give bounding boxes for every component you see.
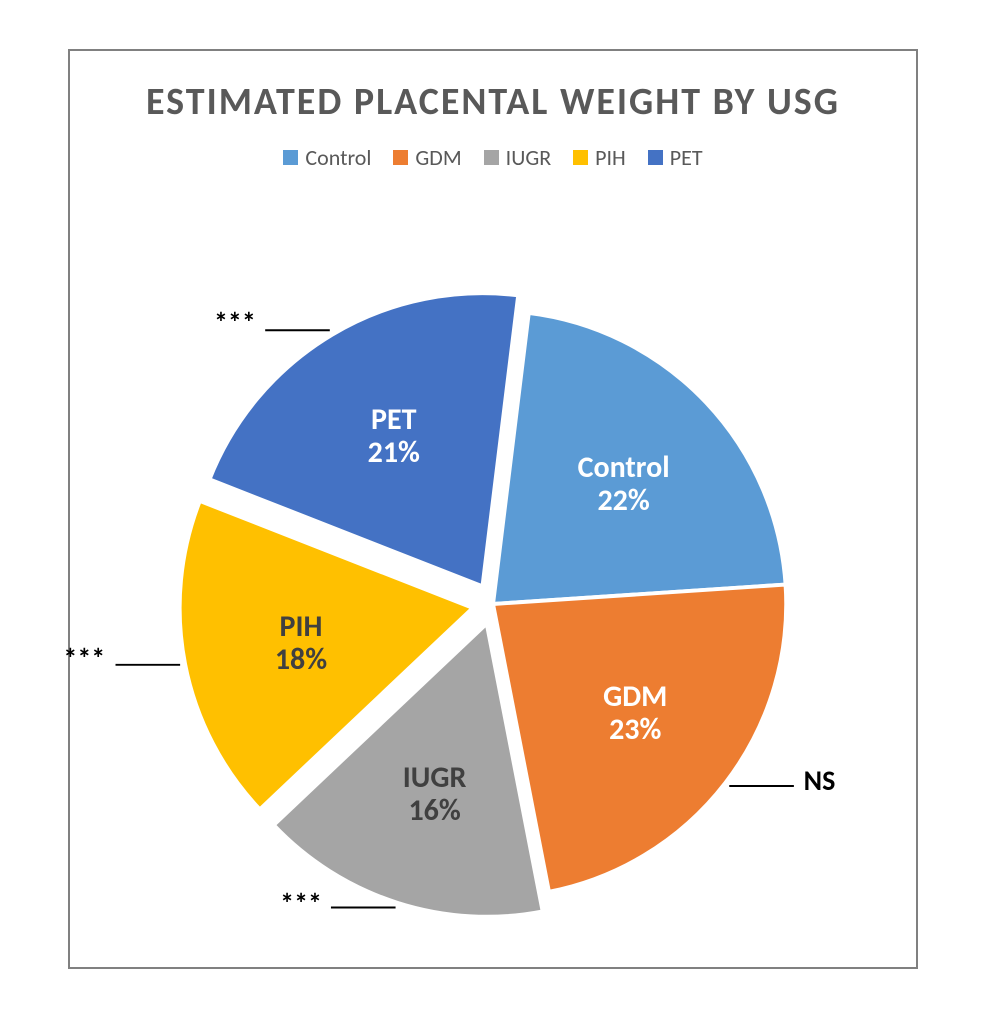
legend-label: IUGR bbox=[506, 144, 551, 171]
legend-item-pet: PET bbox=[648, 144, 703, 171]
legend-item-control: Control bbox=[283, 144, 371, 171]
legend-item-iugr: IUGR bbox=[484, 144, 551, 171]
legend-label: Control bbox=[305, 144, 371, 171]
callout-pet: *** bbox=[214, 305, 256, 340]
pie-slice-gdm bbox=[493, 584, 786, 891]
pie-svg bbox=[70, 271, 916, 937]
chart-title: ESTIMATED PLACENTAL WEIGHT BY USG bbox=[70, 51, 916, 125]
legend-swatch bbox=[573, 150, 588, 165]
pie-area: Control22%GDM23%NSIUGR16%***PIH18%***PET… bbox=[70, 271, 916, 937]
chart-frame: ESTIMATED PLACENTAL WEIGHT BY USG Contro… bbox=[68, 49, 918, 969]
pie-slice-control bbox=[493, 312, 786, 603]
callout-pih: *** bbox=[63, 641, 105, 676]
legend-swatch bbox=[393, 150, 408, 165]
legend-swatch bbox=[648, 150, 663, 165]
legend-item-gdm: GDM bbox=[393, 144, 461, 171]
callout-gdm: NS bbox=[804, 763, 836, 798]
legend-swatch bbox=[484, 150, 499, 165]
legend-item-pih: PIH bbox=[573, 144, 626, 171]
legend-label: PET bbox=[670, 144, 703, 171]
legend: Control GDM IUGR PIH PET bbox=[70, 144, 916, 171]
callout-iugr: *** bbox=[280, 886, 322, 921]
legend-label: PIH bbox=[595, 144, 626, 171]
legend-swatch bbox=[283, 150, 298, 165]
legend-label: GDM bbox=[415, 144, 461, 171]
